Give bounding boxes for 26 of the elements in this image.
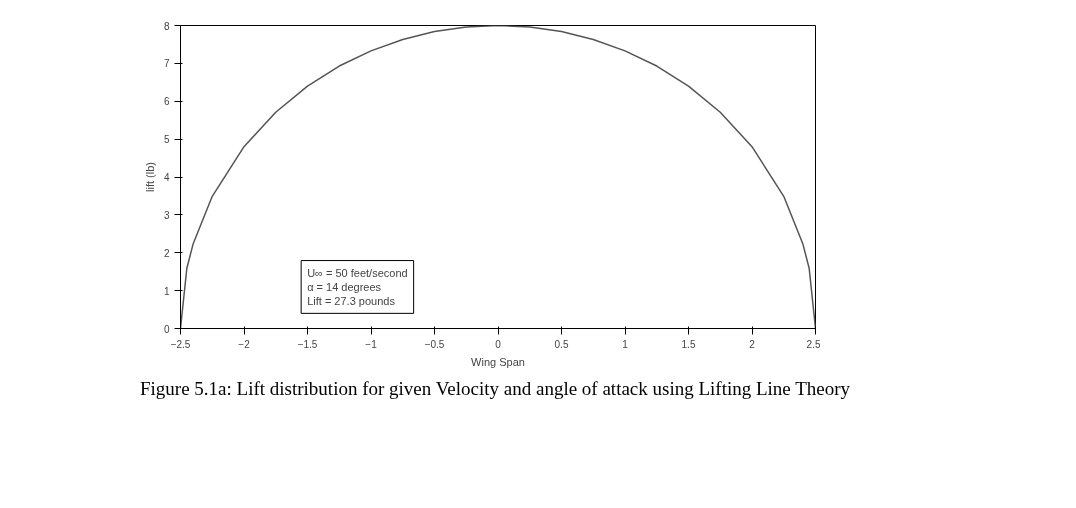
x-tick-label: 0	[495, 338, 502, 350]
x-tick-label: −0.5	[424, 338, 445, 350]
y-tick-label: 5	[163, 134, 170, 146]
annotation: U∞ = 50 feet/second	[307, 266, 408, 279]
x-tick-label: −2	[238, 338, 251, 350]
annotation: α = 14 degrees	[307, 280, 382, 293]
caption: Figure 5.1a: Lift distribution for given Velocity and angle of attack using Lifting Line Theory	[140, 377, 851, 401]
y-tick-label: 2	[163, 247, 170, 259]
x-tick-label: 1	[622, 338, 629, 350]
y-tick-label: 1	[163, 285, 170, 297]
y-tick-label: 4	[163, 172, 170, 183]
y-tick-label: 7	[163, 58, 170, 70]
x-tick-label: −1.5	[297, 338, 318, 350]
x-tick-label: 0.5	[554, 338, 569, 350]
x-axis-title: Wing Span	[471, 355, 525, 368]
y-tick-label: 3	[163, 209, 170, 221]
x-tick-label: 2.5	[806, 338, 821, 350]
x-tick-label: −1	[365, 338, 378, 350]
y-axis-title: lift (lb)	[143, 162, 156, 192]
x-tick-label: −2.5	[170, 338, 191, 350]
x-tick-label: 1.5	[681, 338, 696, 350]
y-tick-label: 0	[163, 323, 170, 335]
x-tick-label: 2	[749, 338, 756, 350]
y-tick-label: 8	[163, 20, 170, 32]
annotation: Lift = 27.3 pounds	[307, 295, 396, 308]
y-tick-label: 6	[163, 96, 170, 108]
